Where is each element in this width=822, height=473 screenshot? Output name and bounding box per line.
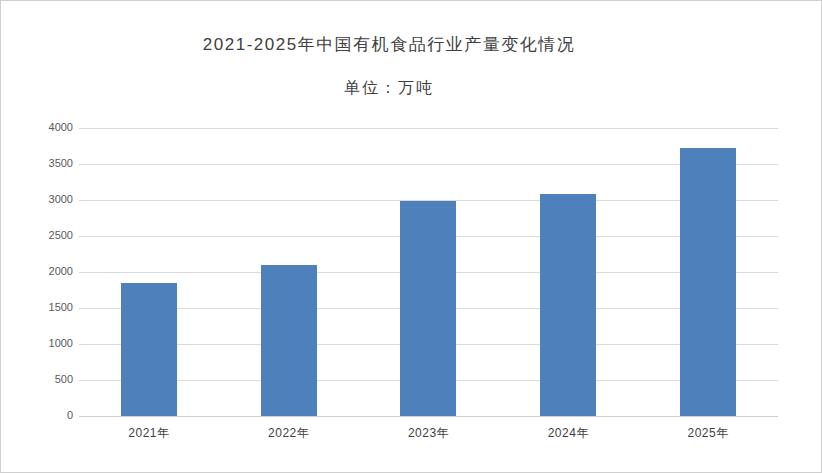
x-axis-line <box>79 416 778 417</box>
x-axis-label: 2021年 <box>79 425 219 442</box>
x-axis-label: 2024年 <box>498 425 638 442</box>
bar-slot <box>498 128 638 416</box>
x-axis-label: 2025年 <box>638 425 778 442</box>
y-tick-label: 500 <box>55 373 73 385</box>
chart-subtitle: 单位：万吨 <box>1 78 777 97</box>
y-tick-label: 2000 <box>49 265 73 277</box>
chart-title: 2021-2025年中国有机食品行业产量变化情况 <box>1 35 777 55</box>
bar-slot <box>359 128 499 416</box>
chart-panel: 2021-2025年中国有机食品行业产量变化情况 单位：万吨 400035003… <box>0 0 822 473</box>
bar-slot <box>219 128 359 416</box>
y-tick-label: 3000 <box>49 193 73 205</box>
y-tick-label: 4000 <box>49 121 73 133</box>
bar-series <box>79 128 778 416</box>
y-tick-label: 0 <box>67 409 73 421</box>
bar-2021年 <box>121 283 177 416</box>
y-tick-label: 2500 <box>49 229 73 241</box>
bar-slot <box>79 128 219 416</box>
bar-slot <box>638 128 778 416</box>
y-tick-label: 1500 <box>49 301 73 313</box>
plot-area: 40003500300025002000150010005000 2021年20… <box>79 128 778 416</box>
y-tick-label: 3500 <box>49 157 73 169</box>
bar-2022年 <box>261 265 317 416</box>
x-axis-label: 2022年 <box>219 425 359 442</box>
y-tick-label: 1000 <box>49 337 73 349</box>
x-axis-label: 2023年 <box>359 425 499 442</box>
x-axis-labels: 2021年2022年2023年2024年2025年 <box>79 425 778 442</box>
bar-2023年 <box>400 201 456 416</box>
bar-2024年 <box>540 194 596 416</box>
bar-2025年 <box>680 148 736 416</box>
